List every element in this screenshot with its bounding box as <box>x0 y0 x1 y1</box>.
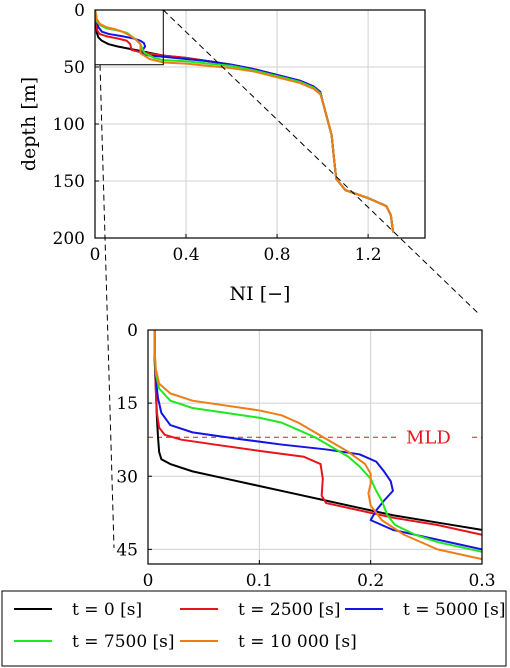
legend-entry: t = 2500 [s] <box>180 600 341 620</box>
main-ytick-label: 150 <box>53 172 85 192</box>
main-xtick-label: 1.2 <box>355 245 382 265</box>
main-ytick-label: 100 <box>53 115 85 135</box>
inset-plot-frame <box>147 329 483 565</box>
inset-xtick-label: 0.1 <box>246 571 273 591</box>
main-ticks: 0 0.4 0.8 1.2 0 50 100 150 200 <box>53 1 382 265</box>
mld-label: MLD <box>406 427 451 448</box>
legend: t = 0 [s] t = 2500 [s] t = 5000 [s] t = 750… <box>1 590 507 667</box>
legend-label: t = 2500 [s] <box>238 600 341 620</box>
inset-series-line-3 <box>153 330 482 553</box>
inset-series-line-1 <box>153 330 482 536</box>
inset-ytick-label: 45 <box>116 540 138 560</box>
inset-series-line-2 <box>153 330 482 551</box>
main-ytick-label: 50 <box>63 58 85 78</box>
main-xtick-label: 0.8 <box>264 245 291 265</box>
inset-ticks: 0 0.1 0.2 0.3 0 15 30 45 <box>116 321 495 591</box>
zoom-connector-right <box>162 9 481 316</box>
legend-label: t = 0 [s] <box>72 600 142 620</box>
zoom-connectors <box>99 9 481 549</box>
main-ytick-label: 0 <box>74 1 85 21</box>
main-x-axis-label: NI [−] <box>230 283 291 305</box>
legend-frame <box>1 590 507 667</box>
zoom-box <box>94 9 164 66</box>
legend-entry: t = 5000 [s] <box>345 600 506 620</box>
legend-label: t = 7500 [s] <box>72 632 175 652</box>
main-ytick-label: 200 <box>53 229 85 249</box>
main-plot: 0 0.4 0.8 1.2 0 50 100 150 200 NI [−] depth [m] <box>18 1 426 305</box>
main-xtick-label: 0.4 <box>173 245 200 265</box>
mld-label-backdrop <box>400 426 470 449</box>
main-y-axis-label: depth [m] <box>18 77 40 171</box>
inset-ytick-label: 15 <box>116 394 138 414</box>
inset-series-line-4 <box>153 330 482 561</box>
main-series-line-4 <box>95 10 395 233</box>
inset-ytick-label: 30 <box>116 467 138 487</box>
main-series <box>95 10 395 233</box>
legend-entry: t = 10 000 [s] <box>180 632 357 652</box>
inset-xtick-label: 0.3 <box>468 571 495 591</box>
inset-ytick-label: 0 <box>127 321 138 341</box>
inset-series <box>153 330 482 561</box>
legend-label: t = 10 000 [s] <box>238 632 357 652</box>
legend-entry: t = 0 [s] <box>14 600 142 620</box>
legend-entries: t = 0 [s] t = 2500 [s] t = 5000 [s] t = 750… <box>14 600 506 652</box>
inset-plot: MLD 0 0.1 0.2 0.3 0 15 30 45 <box>116 321 495 591</box>
inset-xtick-label: 0.2 <box>357 571 384 591</box>
main-xtick-label: 0 <box>90 245 101 265</box>
zoom-connector-left <box>99 64 115 549</box>
legend-label: t = 5000 [s] <box>403 600 506 620</box>
legend-entry: t = 7500 [s] <box>14 632 175 652</box>
inset-xtick-label: 0 <box>143 571 154 591</box>
